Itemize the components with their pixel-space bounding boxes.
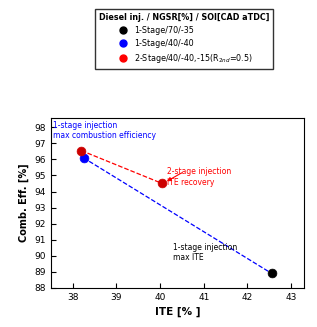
Text: 1-stage injection
max ITE: 1-stage injection max ITE (173, 243, 237, 262)
Point (160, 181, 165, 186)
X-axis label: ITE [% ]: ITE [% ] (155, 307, 200, 318)
Point (81, 155, 86, 161)
Point (79, 148, 84, 153)
Legend: 1-Stage/70/-35, 1-Stage/40/-40, 2-Stage/40/-40,-15(R$_{2nd}$=0.5): 1-Stage/70/-35, 1-Stage/40/-40, 2-Stage/… (94, 9, 273, 69)
Text: 1-stage injection
max combustion efficiency: 1-stage injection max combustion efficie… (53, 121, 156, 140)
Text: 2-stage injection
ITE recovery: 2-stage injection ITE recovery (167, 167, 231, 187)
Y-axis label: Comb. Eff. [%]: Comb. Eff. [%] (18, 164, 29, 242)
Point (269, 271, 274, 276)
